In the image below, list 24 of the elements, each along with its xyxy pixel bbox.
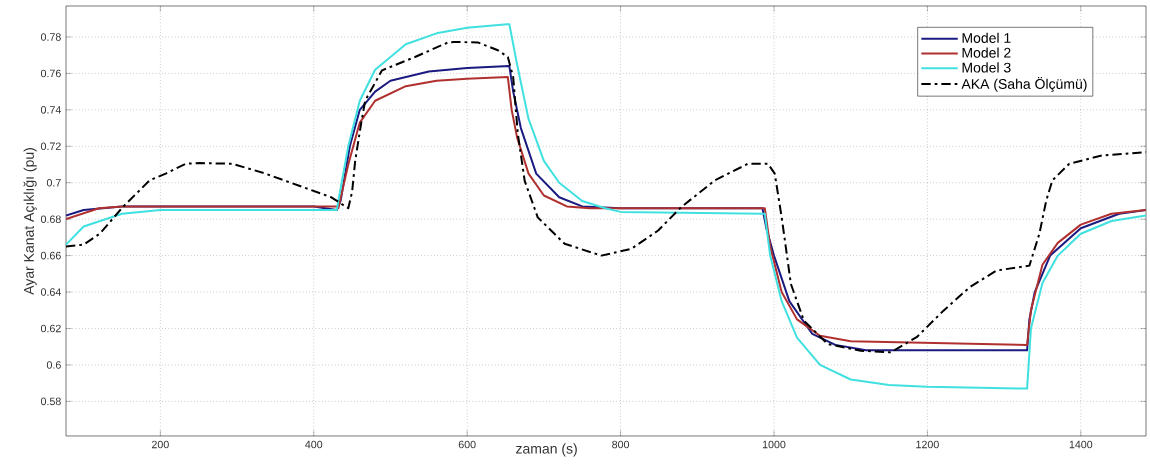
x-tick-label: 1000 (762, 440, 786, 449)
x-tick-label: 600 (458, 440, 476, 449)
y-axis-title: Ayar Kanat Açıklığı (pu) (23, 148, 37, 295)
y-tick-label: 0.78 (40, 33, 61, 41)
y-tick-label: 0.6 (46, 361, 61, 369)
legend-label: AKA (Saha Ölçümü) (961, 77, 1087, 92)
x-tick-label: 800 (612, 440, 630, 449)
y-tick-label: 0.68 (40, 215, 61, 223)
y-tick-label: 0.58 (40, 397, 61, 406)
x-tick-label: 400 (305, 440, 323, 449)
x-tick-label: 200 (152, 440, 169, 449)
y-tick-label: 0.7 (46, 178, 61, 187)
legend-label: Model 1 (962, 32, 1011, 43)
legend-label: Model 3 (962, 62, 1011, 73)
y-tick-label: 0.76 (40, 69, 61, 78)
y-tick-label: 0.64 (40, 288, 61, 296)
x-tick-label: 1200 (916, 440, 939, 449)
legend-label: Model 2 (962, 47, 1011, 58)
y-tick-label: 0.62 (40, 324, 61, 333)
x-tick-label: 1400 (1069, 440, 1093, 449)
x-axis-title: zaman (s) (516, 443, 577, 457)
y-tick-label: 0.72 (40, 142, 61, 151)
y-tick-label: 0.74 (40, 106, 61, 114)
y-tick-label: 0.66 (40, 251, 61, 260)
